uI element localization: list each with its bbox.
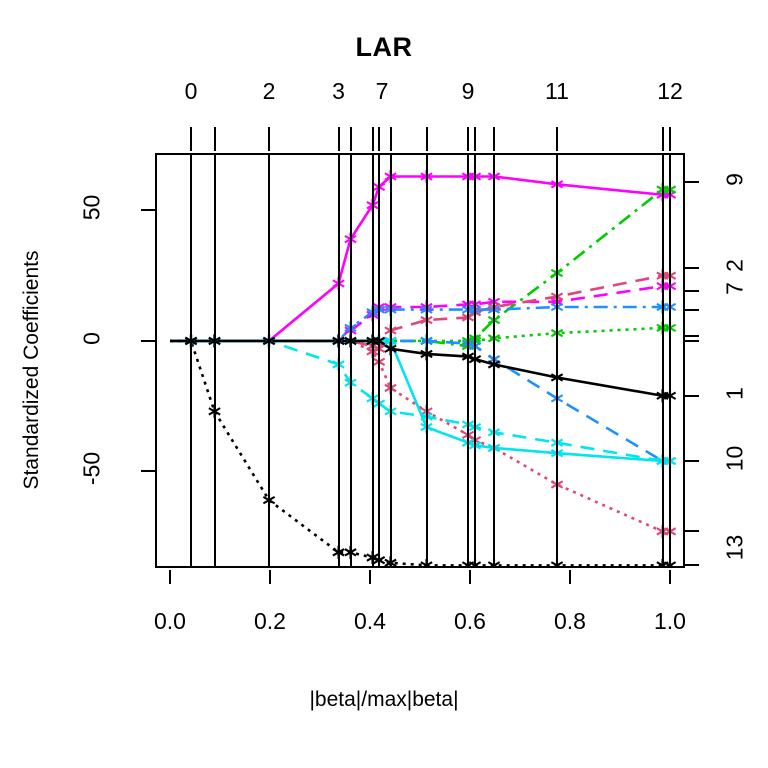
step-line-10 <box>474 153 476 568</box>
top-tick-9 <box>467 127 469 151</box>
y-axis-label: Standardized Coefficients <box>20 250 43 490</box>
y-tick-label-50: 50 <box>78 195 105 221</box>
top-tick-label-7: 7 <box>375 78 389 104</box>
right-tick-3 <box>685 308 699 311</box>
x-tick-label-0.6: 0.6 <box>454 608 486 634</box>
x-tick-label-0.0: 0.0 <box>154 608 186 634</box>
right-tick-9 <box>685 564 699 567</box>
top-tick-1 <box>213 127 216 151</box>
top-tick-label-9: 9 <box>461 78 475 104</box>
bottom-tick-5 <box>669 570 671 584</box>
left-tick-0 <box>141 209 155 212</box>
step-line-4 <box>349 153 352 568</box>
step-line-13 <box>661 153 664 568</box>
bottom-tick-2 <box>369 570 371 584</box>
x-tick-label-0.8: 0.8 <box>554 608 586 634</box>
step-line-9 <box>467 153 469 568</box>
left-tick-1 <box>141 339 155 342</box>
x-tick-label-0.2: 0.2 <box>254 608 286 634</box>
left-tick-2 <box>141 470 155 473</box>
x-tick-label-0.4: 0.4 <box>354 608 386 634</box>
top-tick-0 <box>190 127 192 151</box>
top-tick-label-0: 0 <box>184 78 198 104</box>
step-line-5 <box>371 153 374 568</box>
step-line-0 <box>190 153 192 568</box>
right-tick-6 <box>685 394 699 397</box>
top-tick-12 <box>556 127 558 151</box>
y-tick-label--50: -50 <box>78 452 105 486</box>
top-tick-label-12: 12 <box>657 78 683 104</box>
top-tick-7 <box>389 127 392 151</box>
right-tick-7 <box>685 459 699 462</box>
top-tick-10 <box>474 127 476 151</box>
top-tick-6 <box>378 127 380 151</box>
right-tick-1 <box>685 266 699 269</box>
bottom-tick-0 <box>169 570 171 584</box>
top-tick-label-3: 3 <box>332 78 345 104</box>
bottom-tick-3 <box>469 570 471 584</box>
right-axis-label-1: 1 <box>721 386 748 400</box>
top-tick-8 <box>425 127 428 151</box>
bottom-tick-1 <box>269 570 271 584</box>
step-line-14 <box>669 153 671 568</box>
step-line-12 <box>556 153 558 568</box>
top-tick-5 <box>371 127 374 151</box>
right-tick-0 <box>685 180 699 183</box>
y-tick-label-0: 0 <box>78 332 105 345</box>
top-tick-3 <box>337 127 340 151</box>
x-axis-label: |beta|/max|beta| <box>309 688 459 711</box>
right-axis-label-10: 10 <box>721 445 748 472</box>
top-tick-4 <box>349 127 352 151</box>
step-line-6 <box>378 153 380 568</box>
right-tick-2 <box>685 290 699 293</box>
step-line-7 <box>389 153 392 568</box>
right-axis-label-7: 7 <box>721 282 748 296</box>
x-tick-label-1.0: 1.0 <box>654 608 686 634</box>
top-tick-label-2: 2 <box>262 78 276 104</box>
right-tick-5 <box>685 339 699 342</box>
step-line-2 <box>268 153 270 568</box>
top-tick-14 <box>669 127 671 151</box>
top-tick-11 <box>493 127 495 151</box>
step-line-3 <box>337 153 340 568</box>
top-tick-label-11: 11 <box>545 78 569 104</box>
top-tick-2 <box>268 127 270 151</box>
top-tick-13 <box>661 127 664 151</box>
step-line-8 <box>425 153 428 568</box>
step-line-11 <box>493 153 495 568</box>
plot-panel <box>155 153 685 568</box>
step-line-1 <box>213 153 216 568</box>
page-title: LAR <box>355 32 413 62</box>
bottom-tick-4 <box>569 570 571 584</box>
right-axis-label-13: 13 <box>721 534 748 561</box>
right-tick-8 <box>685 530 699 533</box>
right-tick-4 <box>685 334 699 337</box>
right-axis-label-9: 9 <box>721 172 748 186</box>
